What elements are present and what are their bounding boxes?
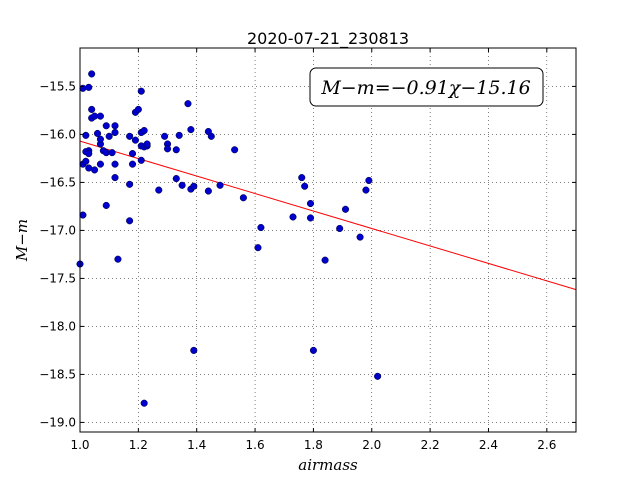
data-point [257,223,265,232]
data-point [137,87,145,95]
y-tick-label: −16.5 [39,175,76,189]
x-axis-label: airmass [298,456,358,474]
data-point [111,128,119,137]
data-point [126,180,134,188]
data-point [143,140,151,148]
data-point [365,176,373,185]
data-point [231,146,239,154]
data-point [301,182,309,190]
data-point [140,399,148,407]
data-point [161,132,169,140]
x-tick-label: 2.6 [537,438,556,452]
data-point [131,136,139,144]
data-point [114,255,122,263]
grid-lines [79,48,576,432]
data-point [93,129,102,137]
data-point [96,112,104,120]
data-point [239,194,247,202]
data-point [88,105,96,113]
data-point [96,135,104,143]
chart-title: 2020-07-21_230813 [247,29,409,49]
data-point [321,256,329,264]
x-tick-label: 2.2 [421,438,440,452]
data-point [216,181,224,189]
data-point [187,126,195,134]
data-point [254,244,262,252]
fit-line [79,140,577,291]
data-point [190,182,198,190]
x-tick-label: 1.0 [70,438,89,452]
y-tick-label: −19.0 [39,415,76,429]
data-point [85,83,93,91]
data-points [76,70,382,407]
y-tick-label: −17.5 [39,271,76,285]
data-point [155,186,163,194]
data-point [82,131,90,139]
y-tick-label: −17.0 [39,223,76,237]
data-point [111,174,119,182]
data-point [172,175,180,183]
data-point [105,132,113,140]
data-point [184,100,192,108]
data-point [79,211,87,219]
data-point [172,146,180,154]
data-point [102,122,110,130]
y-axis-label: M−m [13,219,31,262]
fit-equation: M−m=−0.91χ−15.16 [320,77,530,99]
x-tick-label: 2.4 [479,438,498,452]
data-point [126,217,134,225]
x-axis-ticks: 1.0 1.2 1.4 1.6 1.8 2.0 2.2 2.4 2.6 [70,48,556,452]
data-point [134,105,142,113]
data-point [336,224,344,233]
data-point [298,174,306,182]
x-tick-label: 1.6 [246,438,265,452]
data-point [82,157,90,165]
y-tick-label: −16.0 [39,127,76,141]
data-point [88,70,96,78]
data-point [190,346,198,354]
data-point [362,186,370,194]
data-point [341,205,350,213]
annotation-box: M−m=−0.91χ−15.16 [309,67,544,107]
data-point [91,166,99,174]
data-point [178,181,186,189]
data-point [137,156,145,164]
data-point [374,372,382,380]
data-point [306,214,315,222]
data-point [163,145,172,153]
y-axis-ticks: −15.5 −16.0 −16.5 −17.0 −17.5 −18.0 −18.5 −19.0 [39,79,576,429]
x-tick-label: 1.2 [129,438,148,452]
x-tick-label: 2.0 [362,438,381,452]
y-tick-label: −18.5 [39,367,76,381]
data-point [108,149,116,157]
data-point [85,150,93,158]
data-point [356,233,364,241]
data-point [207,132,215,140]
data-point [140,127,148,135]
plot-frame [79,47,577,433]
data-point [102,201,110,209]
data-point [128,160,137,168]
data-point [111,122,119,130]
data-point [96,160,104,168]
data-point [126,132,134,140]
data-point [175,131,183,139]
y-tick-label: −18.0 [39,319,76,333]
y-tick-label: −15.5 [39,79,76,93]
data-point [204,187,212,195]
data-point [289,213,297,221]
x-tick-label: 1.8 [304,438,323,452]
data-point [128,150,137,158]
fit-line-group [79,140,577,291]
data-point [306,199,315,208]
x-tick-label: 1.4 [187,438,206,452]
data-point [309,346,317,354]
data-point [111,160,119,168]
